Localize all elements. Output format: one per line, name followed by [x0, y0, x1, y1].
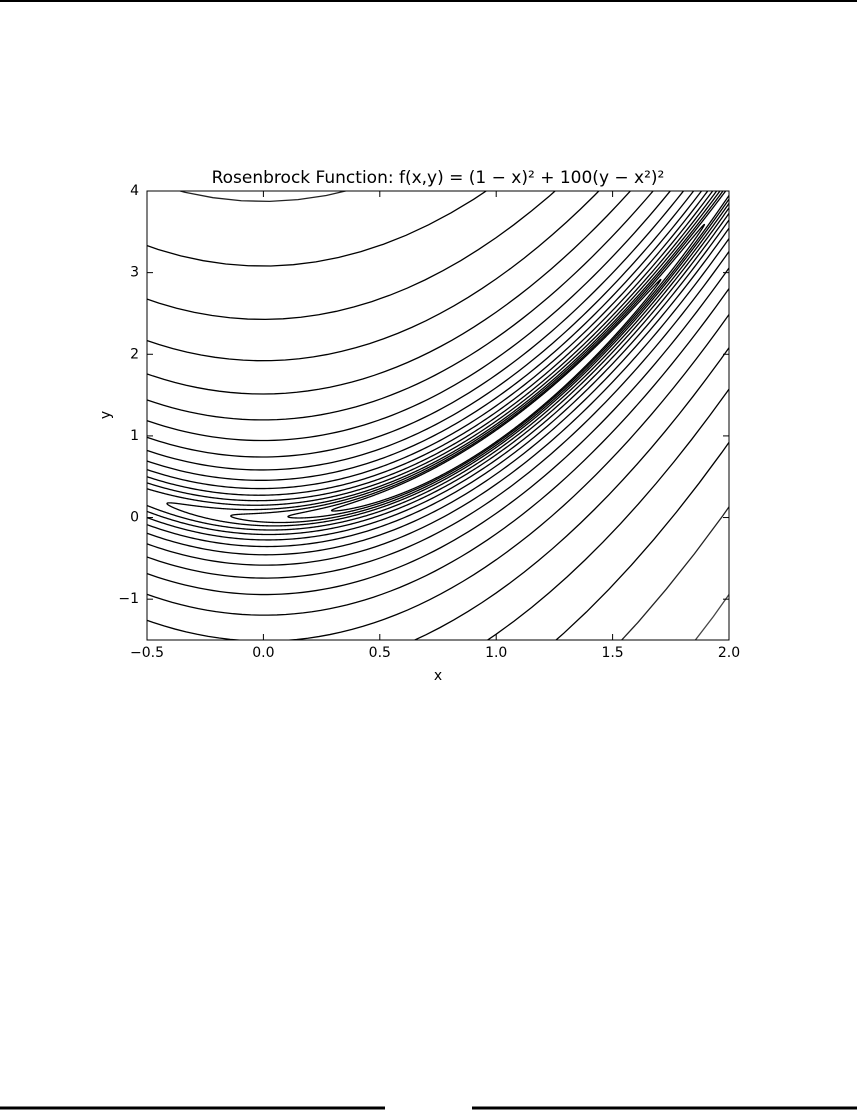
y-axis-label: y [98, 411, 114, 419]
x-tick-label: 0.5 [369, 645, 391, 661]
contour-line [147, 191, 729, 531]
contour-line [177, 191, 729, 640]
contour-line [147, 191, 729, 640]
x-tick-label: 0.0 [252, 645, 274, 661]
contour-line [694, 593, 729, 640]
y-tick-label: 2 [130, 346, 139, 362]
contour-line [147, 191, 729, 566]
y-tick-label: 0 [130, 510, 139, 526]
plot-frame [146, 190, 730, 641]
contour-line [147, 191, 729, 640]
x-tick-label: −0.5 [130, 645, 164, 661]
x-axis-label: x [434, 668, 442, 684]
x-tick-label: 2.0 [718, 645, 740, 661]
chart-title: Rosenbrock Function: f(x,y) = (1 − x)² +… [212, 168, 665, 188]
contour-line [287, 223, 706, 519]
contour-line [147, 191, 729, 536]
y-tick-label: −1 [118, 591, 139, 607]
x-tick-label: 1.5 [601, 645, 623, 661]
y-tick-label: 1 [130, 428, 139, 444]
contour-line [147, 191, 729, 616]
y-tick-label: 4 [130, 183, 139, 199]
contour-line [166, 191, 729, 527]
y-tick-label: 3 [130, 265, 139, 281]
contour-line [147, 191, 729, 596]
contour-line [0, 0, 857, 1027]
contour-line [147, 191, 729, 640]
contour-line [147, 191, 729, 541]
x-tick-label: 1.0 [485, 645, 507, 661]
contour-line [230, 191, 729, 524]
contour-line [330, 278, 662, 512]
